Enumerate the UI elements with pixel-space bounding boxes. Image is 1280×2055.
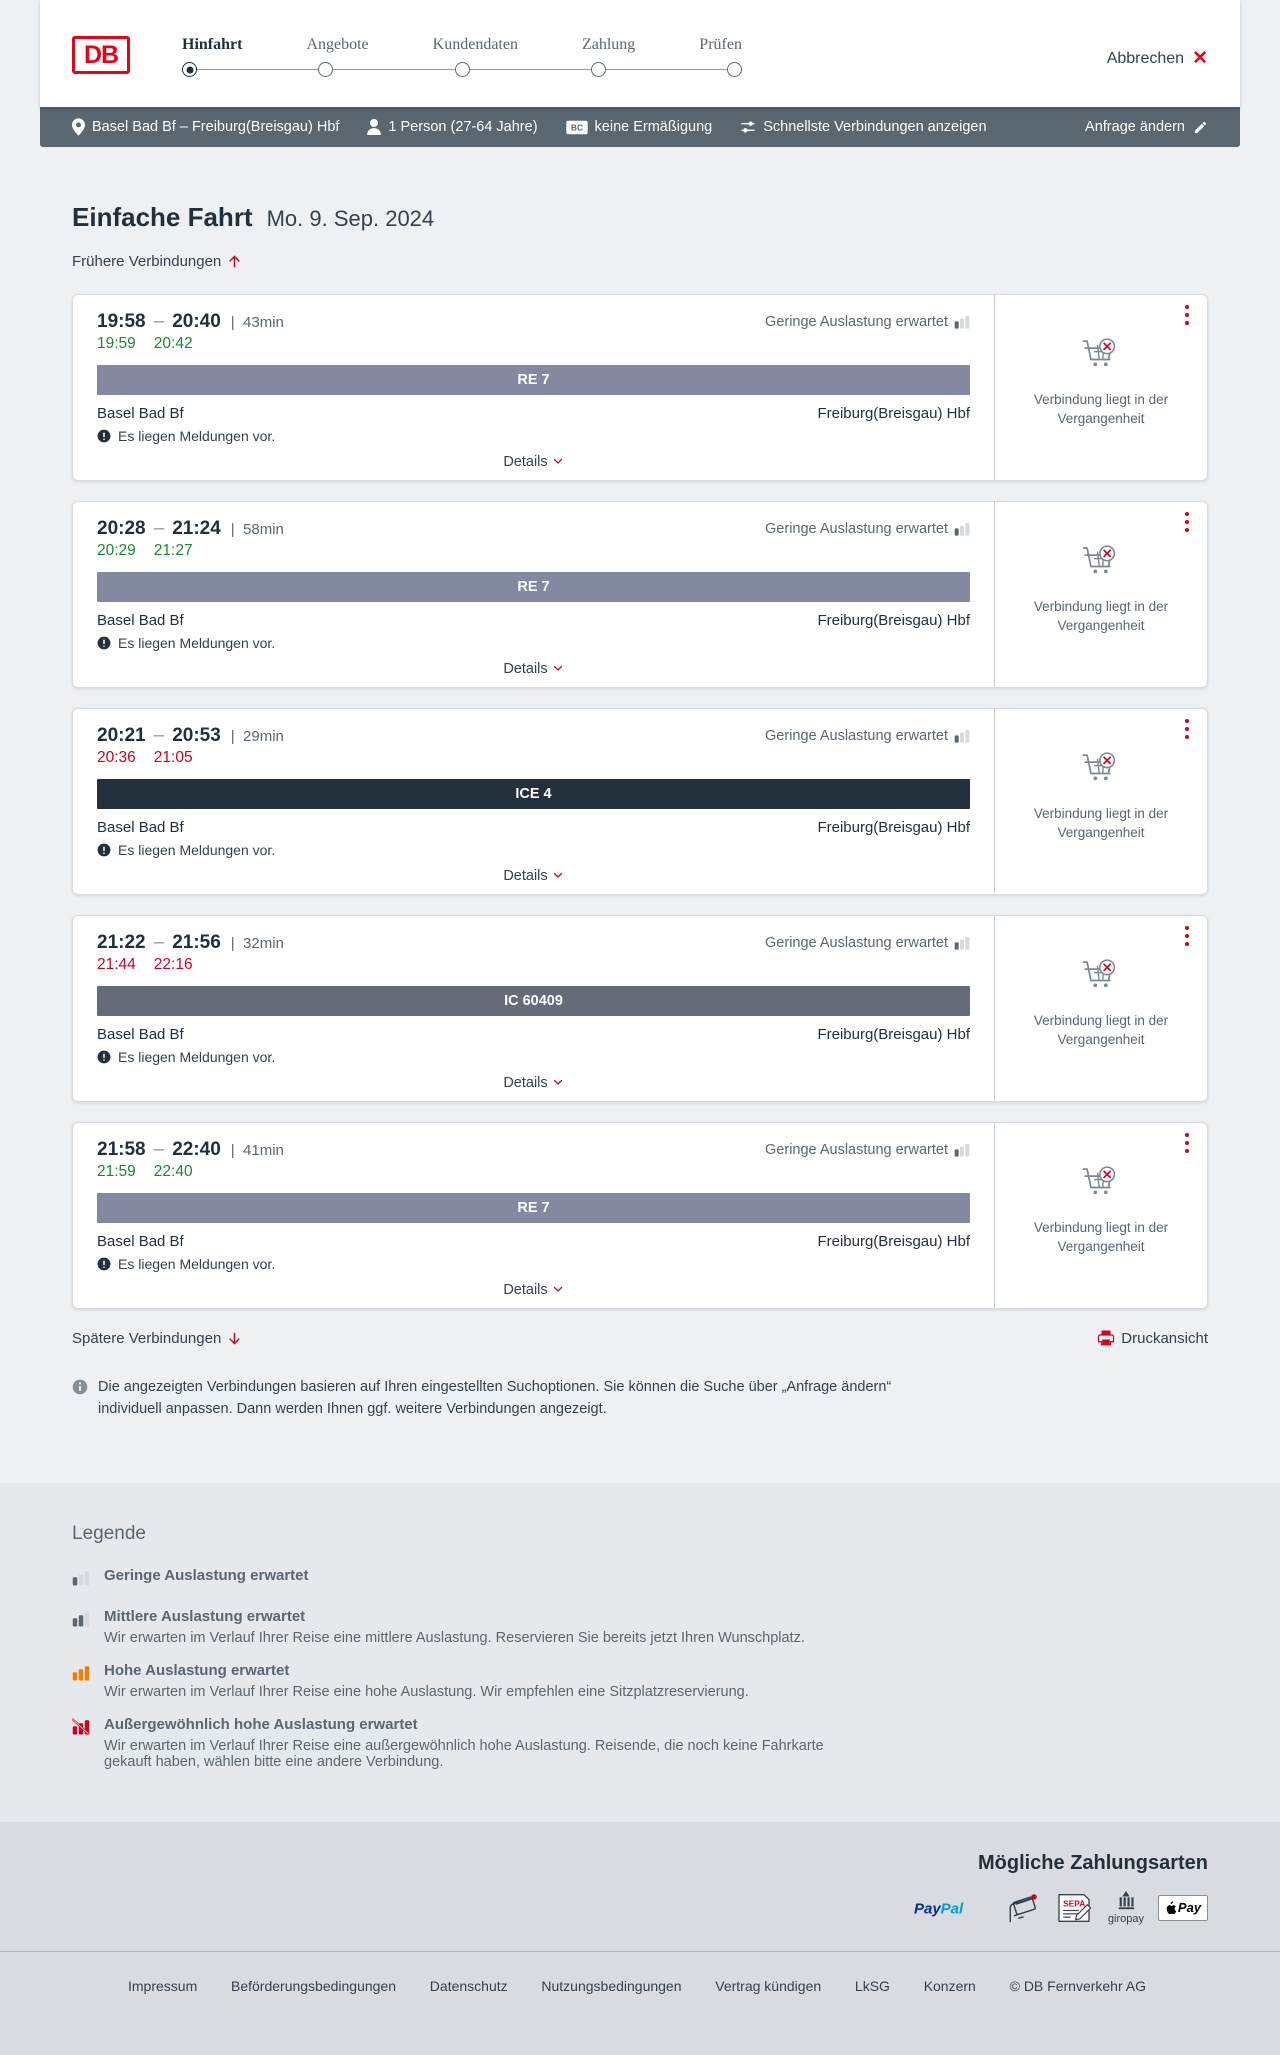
- svg-text:SEPA: SEPA: [1063, 1898, 1085, 1908]
- svg-text:Pay: Pay: [914, 1900, 941, 1917]
- svg-text:Pal: Pal: [941, 1900, 964, 1917]
- svg-text:BC: BC: [570, 122, 582, 132]
